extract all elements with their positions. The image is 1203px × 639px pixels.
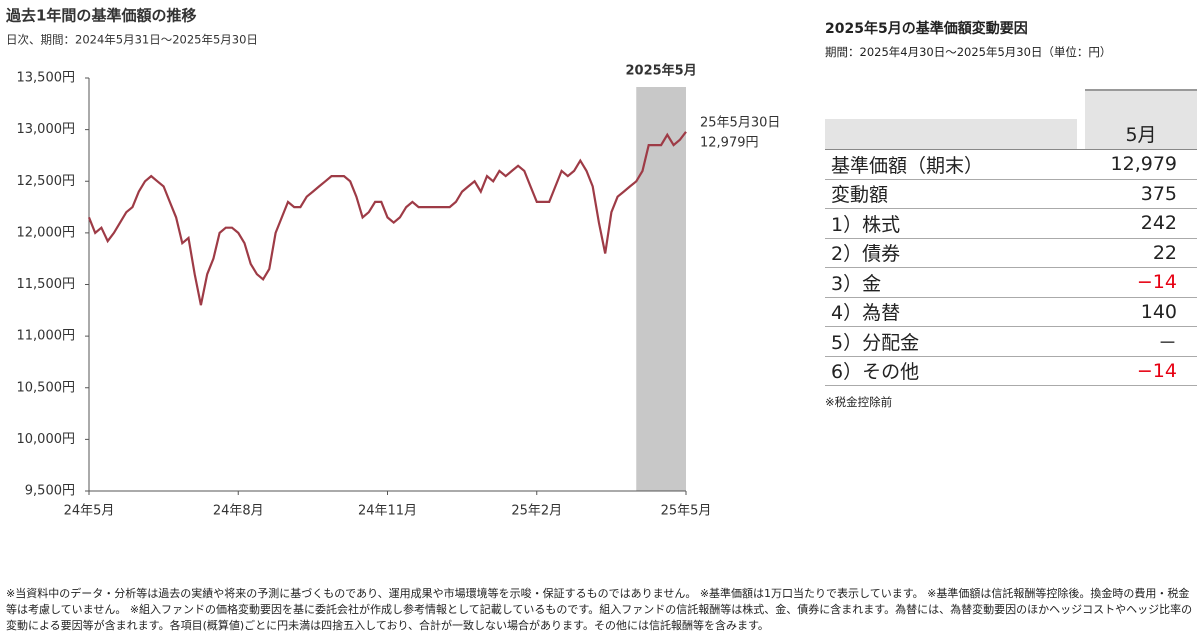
table-header: 5月 [825, 88, 1197, 150]
header-cell: 5月 [1085, 89, 1197, 149]
x-tick-label: 24年11月 [358, 504, 417, 519]
chart-subtitle: 日次、期間：2024年5月31日～2025年5月30日 [6, 33, 258, 47]
y-tick-label: 10,500円 [17, 380, 76, 395]
cell-label: 1）株式 [831, 213, 901, 236]
header-blank [825, 119, 1077, 149]
table-subtitle: 期間：2025年4月30日～2025年5月30日（単位：円） [825, 45, 1112, 59]
chart-title: 過去1年間の基準価額の推移 [5, 7, 196, 25]
y-tick-label: 12,500円 [17, 174, 76, 189]
table-body: 基準価額（期末） 12,979 変動額 375 1）株式 242 2）債券 22 3）金 −14 4… [825, 150, 1197, 386]
cell-value: −14 [1136, 359, 1177, 382]
chart: 過去1年間の基準価額の推移 日次、期間：2024年5月31日～2025年5月30… [5, 7, 780, 519]
annotation: 25年5月30日 [700, 116, 780, 131]
cell-label: 5）分配金 [831, 331, 920, 354]
cell-value: 22 [1152, 241, 1177, 264]
x-tick-label: 25年5月 [661, 504, 712, 519]
y-tick-label: 13,500円 [17, 71, 76, 86]
y-tick-label: 12,000円 [17, 225, 76, 240]
cell-label: 3）金 [831, 272, 882, 295]
y-tick-label: 11,500円 [17, 277, 76, 292]
cell-label: 6）その他 [831, 361, 920, 384]
table-row: 1）株式 242 [825, 209, 1197, 239]
table-row: 2）債券 22 [825, 239, 1197, 268]
y-tick-label: 11,000円 [17, 329, 76, 344]
cell-value: 242 [1140, 212, 1177, 235]
cell-label: 4）為替 [831, 302, 901, 325]
x-tick-label: 25年2月 [511, 504, 562, 519]
y-tick-label: 9,500円 [25, 484, 75, 499]
x-tick-label: 24年8月 [213, 504, 264, 519]
table-panel: 2025年5月の基準価額変動要因 期間：2025年4月30日～2025年5月30… [825, 18, 1197, 410]
cell-label: 変動額 [831, 184, 889, 207]
annotation: 12,979円 [700, 136, 759, 151]
cell-value: － [1157, 331, 1177, 354]
highlight-band [636, 87, 686, 491]
table-row: 6）その他 −14 [825, 357, 1197, 386]
table-row: 5）分配金 － [825, 327, 1197, 357]
highlight-label: 2025年5月 [626, 63, 697, 79]
cell-value: 140 [1140, 300, 1177, 323]
x-tick-label: 24年5月 [64, 504, 115, 519]
table-title: 2025年5月の基準価額変動要因 [825, 21, 1028, 37]
table-row: 3）金 −14 [825, 268, 1197, 298]
table-row: 4）為替 140 [825, 298, 1197, 327]
table-row: 基準価額（期末） 12,979 [825, 150, 1197, 180]
footnote: ※当資料中のデータ・分析等は過去の実績や将来の予測に基づくものであり、運用成果や… [6, 587, 1193, 632]
y-tick-label: 10,000円 [17, 432, 76, 447]
table-row: 変動額 375 [825, 180, 1197, 209]
cell-value: −14 [1136, 271, 1177, 294]
cell-value: 375 [1140, 182, 1177, 205]
cell-value: 12,979 [1110, 153, 1177, 176]
cell-label: 基準価額（期末） [831, 154, 984, 177]
cell-label: 2）債券 [831, 243, 901, 266]
y-tick-label: 13,000円 [17, 122, 76, 137]
table-note: ※税金控除前 [825, 395, 893, 409]
line-series [87, 131, 687, 306]
